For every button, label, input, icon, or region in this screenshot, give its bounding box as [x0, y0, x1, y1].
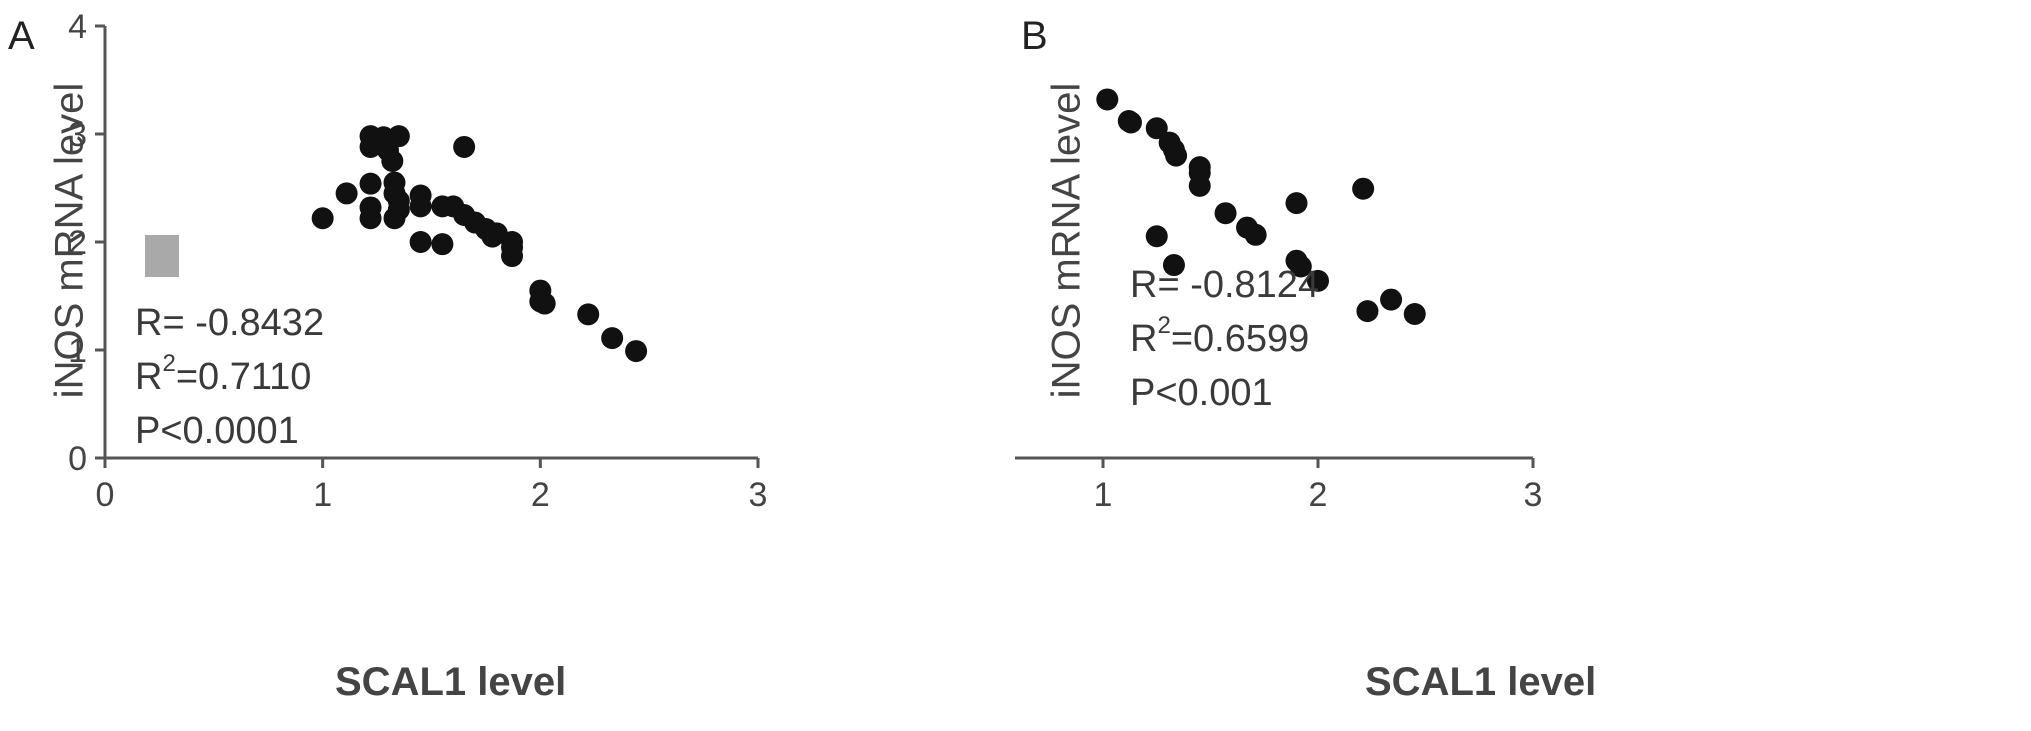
data-point-a: [387, 125, 410, 148]
data-point-a: [409, 195, 432, 218]
data-point-b: [1188, 174, 1211, 197]
x-tick-label-b: 2: [1309, 476, 1328, 514]
data-point-b: [1403, 303, 1426, 325]
data-point-b: [1162, 254, 1185, 277]
stats-r-a: R= -0.8432: [135, 302, 325, 344]
y-tick-label-a: 1: [68, 332, 87, 370]
data-point-a: [453, 135, 476, 158]
stats-r2-b: R2=0.6599: [1130, 312, 1310, 361]
legend-marker: [145, 235, 179, 277]
scatter-plot-a: 0 1 2 3 4 0 1 2 3: [68, 8, 768, 514]
x-tick-label-a: 2: [531, 476, 550, 514]
stats-p-b: P<0.001: [1130, 372, 1273, 414]
data-point-a: [359, 207, 382, 230]
y-axis-label-b: iNOS mRNA level: [1044, 82, 1089, 399]
data-point-a: [533, 292, 556, 315]
data-point-b: [1244, 223, 1267, 246]
data-point-b: [1356, 300, 1379, 323]
x-axis-label-b: SCAL1 level: [1365, 660, 1597, 704]
data-point-a: [431, 233, 454, 256]
scatter-plot-b: 01230123: [1015, 88, 1543, 514]
x-tick-label-b: 3: [1524, 476, 1543, 514]
data-point-b: [1307, 269, 1329, 292]
data-point-b: [1145, 225, 1168, 248]
data-point-a: [409, 231, 432, 253]
data-point-a: [387, 198, 410, 221]
stats-p-a: P<0.0001: [135, 410, 299, 452]
y-tick-label-a: 0: [68, 440, 87, 478]
stats-r-b: R= -0.8124: [1130, 264, 1320, 306]
y-axis-label-a: iNOS mRNA level: [47, 82, 92, 399]
data-point-b: [1214, 202, 1237, 225]
data-point-b: [1165, 144, 1188, 167]
y-tick-label-a: 2: [68, 224, 87, 262]
data-point-b: [1352, 177, 1375, 200]
x-axis-label-a: SCAL1 level: [335, 660, 567, 704]
data-point-b: [1285, 192, 1308, 215]
data-point-a: [311, 207, 334, 230]
data-point-a: [501, 245, 524, 268]
chart-panel-b: B 01230123 iNOS mRNA level SCAL1 level R…: [1015, 0, 2030, 731]
data-point-a: [359, 172, 382, 195]
panel-label-a: A: [8, 14, 35, 58]
x-tick-label-b: 1: [1094, 476, 1113, 514]
data-point-b: [1145, 117, 1168, 140]
data-point-b: [1119, 111, 1142, 134]
stats-r2-a: R2=0.7110: [135, 350, 312, 399]
data-point-b: [1380, 288, 1403, 311]
data-point-a: [601, 327, 624, 350]
data-point-a: [577, 303, 600, 326]
data-point-b: [1096, 88, 1119, 111]
stats-block-a: R= -0.8432 R2=0.7110 P<0.0001: [135, 296, 324, 458]
y-tick-label-a: 3: [68, 116, 87, 154]
y-tick-label-a: 4: [68, 8, 87, 46]
stats-block-b: R= -0.8124 R2=0.6599 P<0.001: [1130, 258, 1319, 420]
data-point-a: [625, 340, 648, 363]
x-tick-label-a: 0: [96, 476, 115, 514]
data-point-b: [1289, 255, 1312, 278]
x-tick-label-a: 3: [749, 476, 768, 514]
data-point-a: [381, 150, 404, 172]
data-point-a: [335, 182, 358, 205]
panel-label-b: B: [1021, 14, 1048, 58]
x-tick-label-a: 1: [313, 476, 332, 514]
